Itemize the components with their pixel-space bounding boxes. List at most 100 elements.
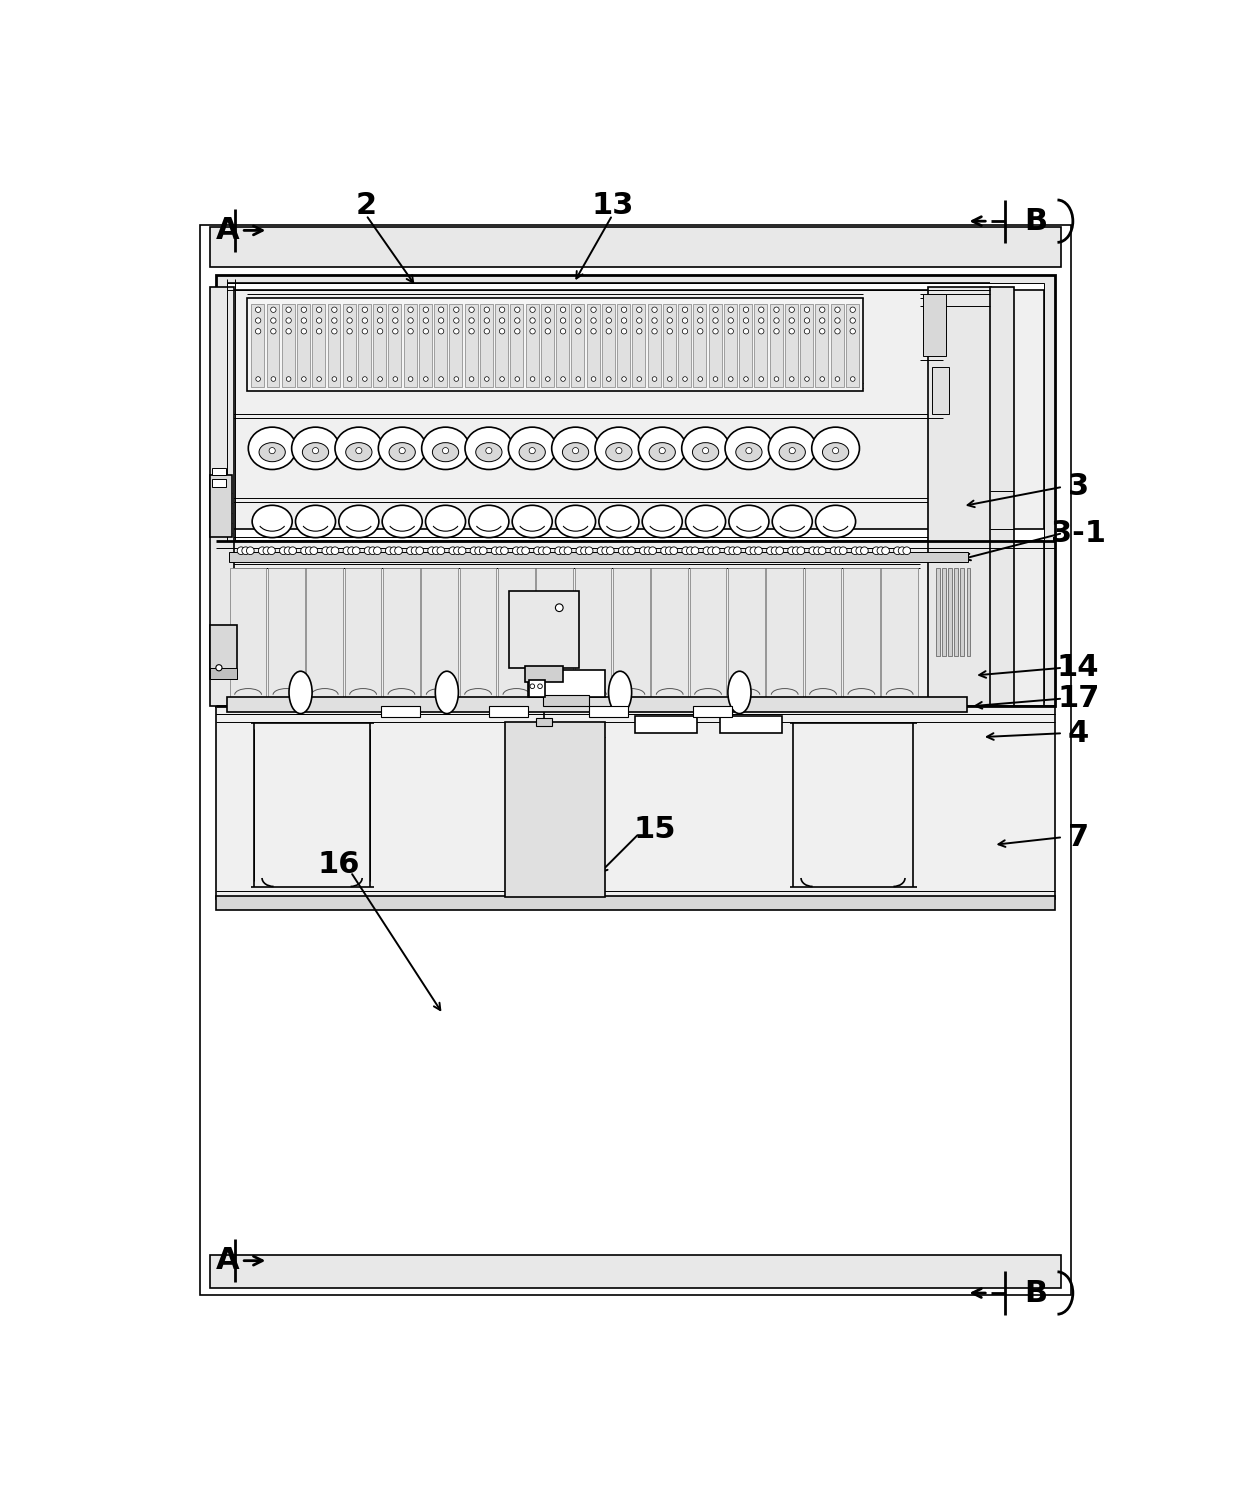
Text: 16: 16	[317, 849, 361, 879]
Circle shape	[729, 547, 737, 555]
Text: B: B	[1024, 1279, 1048, 1308]
Bar	[434, 304, 448, 386]
Circle shape	[529, 307, 536, 313]
Circle shape	[255, 377, 260, 382]
Circle shape	[501, 547, 508, 555]
Bar	[342, 304, 356, 386]
Ellipse shape	[335, 427, 383, 469]
Circle shape	[347, 377, 352, 382]
Circle shape	[408, 377, 413, 382]
Circle shape	[415, 547, 424, 555]
Circle shape	[301, 377, 306, 382]
Circle shape	[286, 307, 291, 313]
Circle shape	[255, 317, 260, 323]
Ellipse shape	[476, 443, 502, 461]
Bar	[511, 304, 523, 386]
Circle shape	[331, 547, 339, 555]
Circle shape	[573, 448, 579, 454]
Circle shape	[745, 448, 751, 454]
Bar	[345, 568, 382, 699]
Bar	[422, 568, 458, 699]
Ellipse shape	[682, 427, 729, 469]
Circle shape	[713, 317, 718, 323]
Circle shape	[851, 377, 856, 382]
Ellipse shape	[248, 427, 296, 469]
Text: 7: 7	[1068, 822, 1089, 852]
Bar	[306, 568, 343, 699]
Circle shape	[556, 604, 563, 612]
Bar	[529, 679, 544, 697]
Circle shape	[713, 377, 718, 382]
Bar	[632, 304, 645, 386]
Circle shape	[797, 547, 805, 555]
Circle shape	[449, 547, 456, 555]
Bar	[846, 304, 859, 386]
Circle shape	[439, 377, 444, 382]
Circle shape	[560, 377, 565, 382]
Text: 17: 17	[1056, 684, 1100, 712]
Circle shape	[743, 329, 749, 334]
Circle shape	[667, 329, 672, 334]
Circle shape	[743, 317, 749, 323]
Circle shape	[601, 547, 610, 555]
Circle shape	[386, 547, 393, 555]
Circle shape	[789, 317, 795, 323]
Circle shape	[898, 547, 906, 555]
Bar	[216, 706, 1055, 899]
Circle shape	[408, 329, 413, 334]
Circle shape	[698, 307, 703, 313]
Bar	[460, 568, 496, 699]
Circle shape	[377, 329, 383, 334]
Bar	[211, 667, 237, 679]
Circle shape	[515, 317, 520, 323]
Circle shape	[529, 684, 534, 688]
Circle shape	[454, 317, 459, 323]
Bar	[754, 304, 768, 386]
Circle shape	[242, 547, 249, 555]
Circle shape	[310, 547, 317, 555]
Ellipse shape	[346, 443, 372, 461]
Circle shape	[564, 547, 572, 555]
Bar	[618, 304, 630, 386]
Circle shape	[531, 377, 534, 382]
Circle shape	[347, 329, 352, 334]
Circle shape	[585, 547, 593, 555]
Circle shape	[443, 448, 449, 454]
Circle shape	[667, 377, 672, 382]
Text: 13: 13	[591, 191, 634, 221]
Ellipse shape	[812, 427, 859, 469]
Circle shape	[546, 329, 551, 334]
Circle shape	[331, 307, 337, 313]
Bar	[526, 304, 538, 386]
Circle shape	[286, 317, 291, 323]
Circle shape	[216, 664, 222, 670]
Bar	[281, 304, 295, 386]
Circle shape	[263, 547, 270, 555]
Bar	[770, 304, 782, 386]
Text: A: A	[216, 216, 239, 245]
Bar	[327, 304, 341, 386]
Circle shape	[835, 547, 842, 555]
Circle shape	[316, 377, 321, 382]
Ellipse shape	[435, 672, 459, 714]
Circle shape	[670, 547, 677, 555]
Circle shape	[515, 377, 520, 382]
Circle shape	[882, 547, 889, 555]
Bar	[216, 896, 1055, 911]
Circle shape	[744, 377, 748, 382]
Ellipse shape	[606, 443, 632, 461]
Circle shape	[470, 547, 477, 555]
Bar	[498, 568, 534, 699]
Bar	[942, 568, 946, 657]
Circle shape	[237, 547, 246, 555]
Bar	[805, 568, 842, 699]
Circle shape	[428, 547, 435, 555]
Bar	[724, 304, 737, 386]
Circle shape	[560, 329, 565, 334]
Circle shape	[439, 307, 444, 313]
Ellipse shape	[728, 672, 751, 714]
Circle shape	[836, 377, 839, 382]
Circle shape	[813, 547, 821, 555]
Circle shape	[412, 547, 419, 555]
Circle shape	[515, 307, 520, 313]
